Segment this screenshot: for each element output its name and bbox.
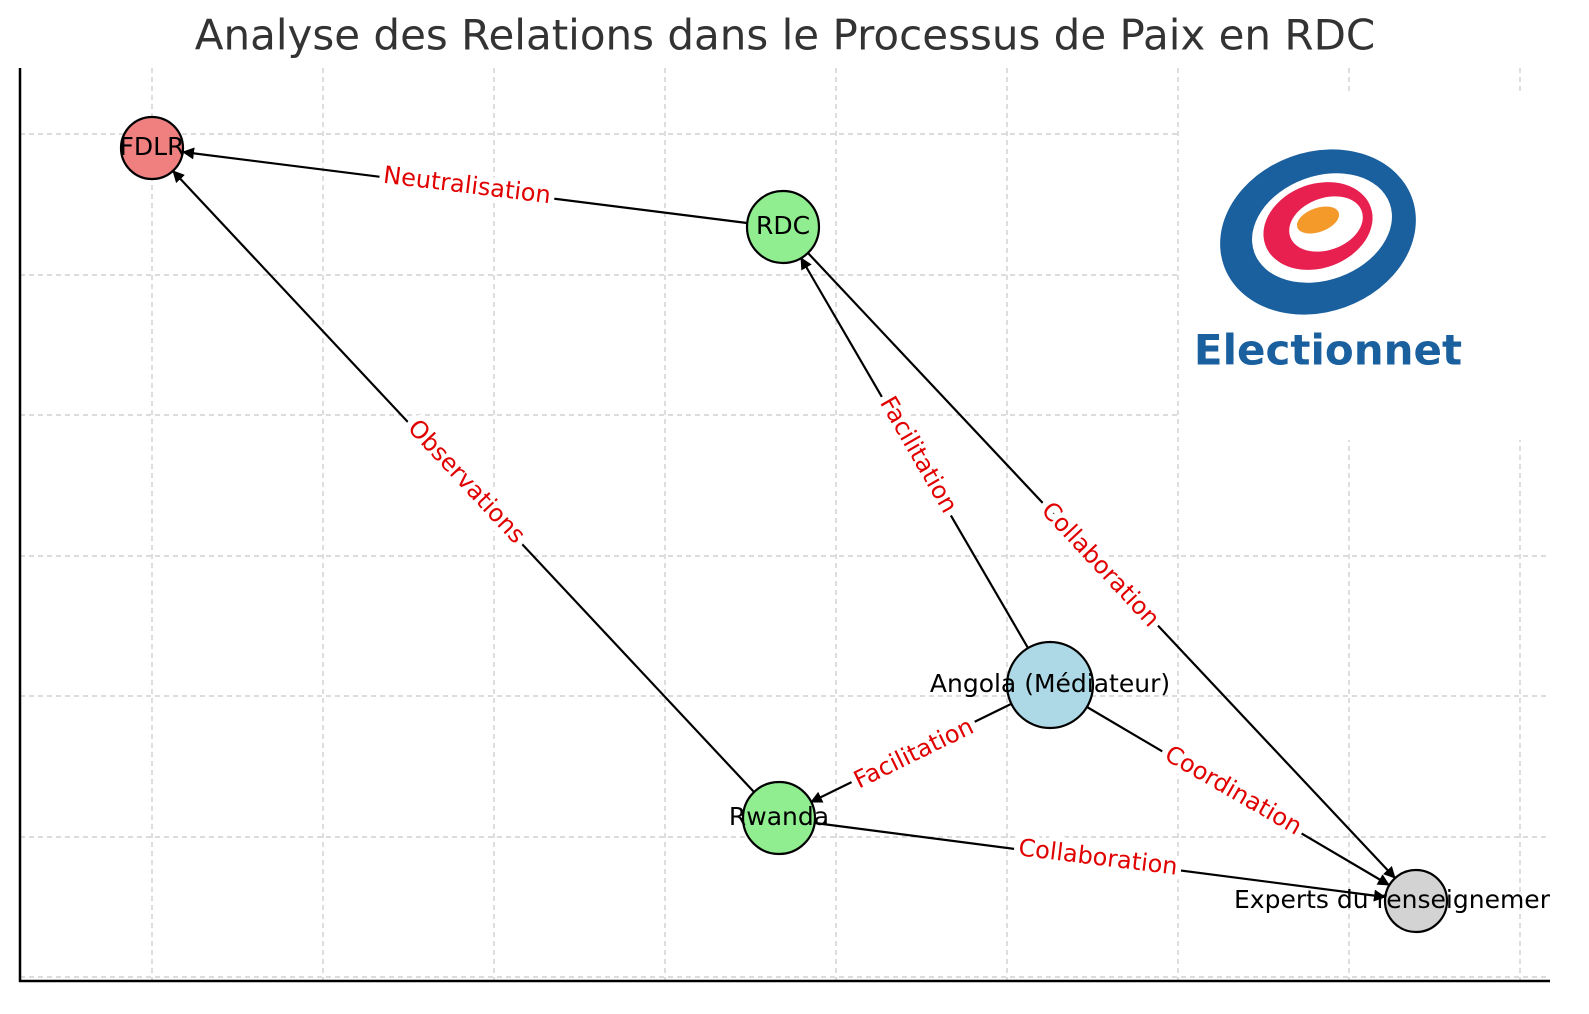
edge-label: Observations	[402, 414, 531, 549]
node-label: FDLR	[120, 132, 185, 161]
edge-labels: Neutralisation Observations Facilitation…	[376, 155, 1313, 887]
edge	[1086, 706, 1390, 886]
edge-label: Neutralisation	[382, 161, 553, 209]
node-labels: FDLR RDC Angola (Médiateur) Rwanda Exper…	[120, 132, 1566, 914]
node-label: Experts du renseignement	[1234, 885, 1566, 914]
logo-text: Electionnet	[1194, 326, 1462, 375]
edge	[807, 252, 1396, 879]
node-label: Angola (Médiateur)	[930, 669, 1170, 698]
edge-label: Collaboration	[1036, 496, 1166, 632]
node-label: Rwanda	[729, 802, 829, 831]
edges	[172, 147, 1396, 902]
logo: Electionnet	[1194, 149, 1462, 375]
node	[1383, 868, 1449, 934]
edge	[172, 170, 755, 793]
edge-label: Coordination	[1160, 740, 1307, 841]
edge	[800, 257, 1029, 649]
edge	[182, 147, 748, 225]
node	[741, 780, 817, 856]
nodes	[119, 115, 1449, 934]
node	[1005, 640, 1095, 730]
edge	[810, 703, 1012, 803]
title: Analyse des Relations dans le Processus …	[195, 11, 1376, 60]
node	[745, 189, 821, 265]
edge	[814, 821, 1386, 902]
node-label: RDC	[756, 211, 810, 240]
node	[119, 115, 185, 181]
edge-label: Collaboration	[1017, 833, 1179, 880]
edge-label: Facilitation	[849, 712, 978, 794]
edge-label: Facilitation	[874, 391, 963, 517]
